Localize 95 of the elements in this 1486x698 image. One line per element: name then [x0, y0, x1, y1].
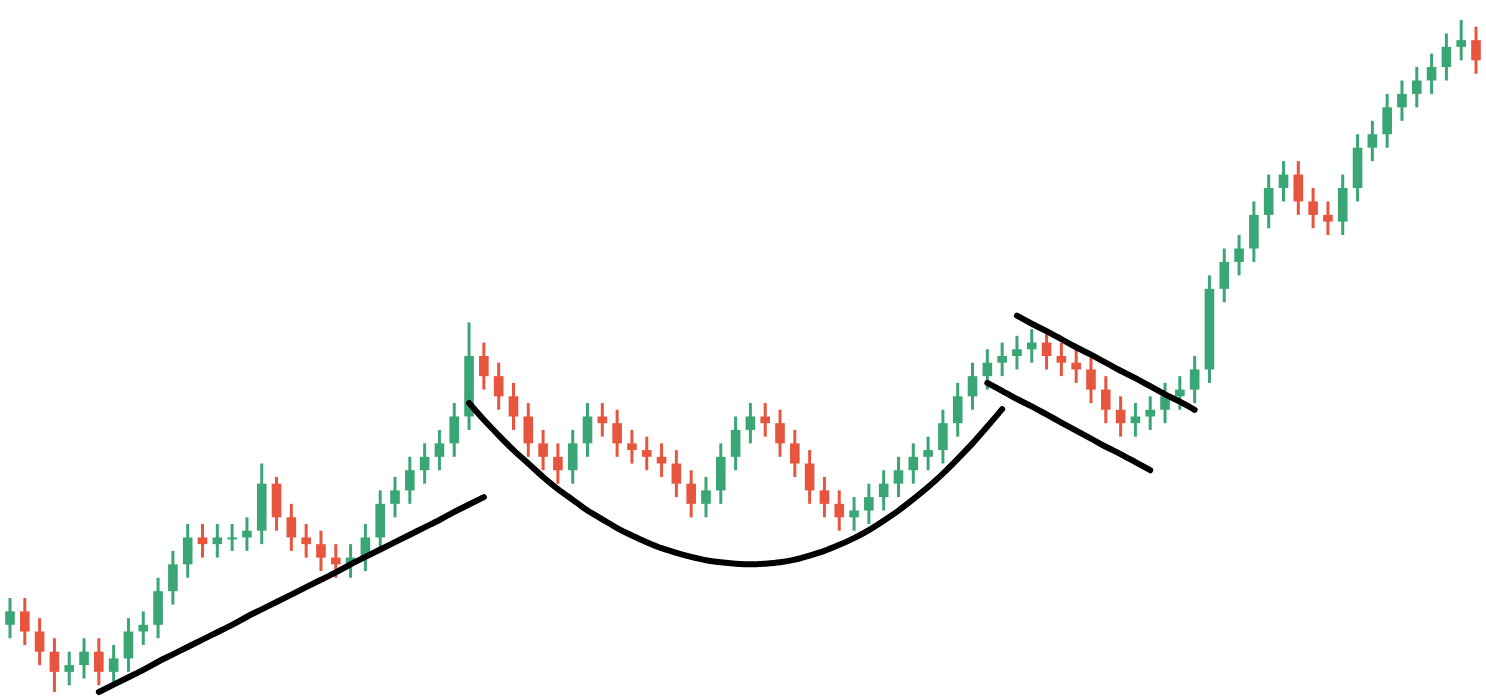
- candlestick: [538, 428, 548, 472]
- candlestick: [1471, 25, 1481, 76]
- candlestick: [656, 441, 667, 479]
- candlestick: [730, 414, 741, 472]
- candlestick: [1278, 159, 1289, 203]
- candlestick: [390, 475, 400, 519]
- candlestick: [1397, 78, 1407, 123]
- candlestick: [1352, 132, 1363, 203]
- candlestick: [375, 488, 386, 553]
- candlestick: [1056, 341, 1067, 378]
- candlestick: [256, 462, 267, 546]
- candlestick: [1411, 65, 1422, 109]
- candlestick: [212, 522, 223, 560]
- candlestick: [49, 636, 60, 694]
- candlestick: [1426, 52, 1437, 96]
- candlestick: [1115, 394, 1126, 439]
- candlestick: [1441, 31, 1452, 82]
- candlestick: [671, 448, 682, 499]
- candlestick: [1234, 233, 1244, 277]
- candlestick: [64, 650, 75, 687]
- candlestick: [1308, 186, 1318, 230]
- candlestick: [627, 428, 637, 466]
- candlestick: [1100, 374, 1111, 425]
- candlestick: [1026, 327, 1037, 365]
- candlestick: [19, 596, 30, 647]
- candlestick: [775, 408, 785, 459]
- candlestick: [1012, 334, 1022, 371]
- candlestick: [108, 643, 119, 687]
- candlestick: [952, 381, 963, 439]
- candlestick: [553, 441, 563, 486]
- candlestick: [449, 401, 460, 459]
- candlestick: [908, 441, 919, 486]
- candlestick: [567, 428, 578, 486]
- candlestick: [242, 515, 252, 553]
- candlestick: [923, 435, 933, 472]
- candlestick: [1160, 381, 1170, 425]
- candlestick: [982, 347, 993, 392]
- candlestick: [1071, 347, 1081, 385]
- candlestick: [493, 361, 504, 412]
- candlestick: [715, 441, 726, 506]
- candlestick: [967, 361, 978, 412]
- candlestick: [834, 488, 845, 533]
- candlestick: [760, 401, 771, 439]
- candlestick: [997, 341, 1007, 378]
- candlestick: [1189, 354, 1200, 405]
- candlestick: [434, 428, 445, 472]
- candlestick: [804, 448, 815, 506]
- candlestick: [1323, 199, 1333, 237]
- candlestick: [1367, 119, 1378, 163]
- candlestick: [79, 636, 89, 681]
- candlestick: [612, 408, 622, 459]
- candlestick: [419, 441, 430, 486]
- candlestick: [819, 475, 830, 519]
- candlestick: [641, 435, 652, 472]
- candlestick: [1456, 18, 1467, 62]
- candlestick: [227, 522, 237, 553]
- candlestick: [479, 341, 489, 392]
- candlestick: [316, 529, 326, 573]
- candlestick: [849, 495, 859, 533]
- candlestick: [1145, 394, 1156, 432]
- candlestick: [878, 468, 889, 513]
- candlestick: [1130, 401, 1141, 439]
- candlestick: [597, 401, 608, 439]
- candlestick: [405, 455, 415, 506]
- candlestick: [1249, 199, 1259, 264]
- candlestick: [301, 522, 311, 560]
- candlestick: [271, 475, 282, 533]
- candlestick: [197, 522, 208, 560]
- candlestick: [1175, 374, 1185, 412]
- candlestick: [1337, 173, 1348, 237]
- candlestick: [1086, 354, 1096, 405]
- candlestick: [864, 482, 874, 526]
- candlestick: [1293, 159, 1304, 217]
- candlestick: [523, 401, 534, 459]
- candlestick: [508, 381, 519, 432]
- candlestick: [938, 408, 948, 466]
- candlestick: [893, 455, 904, 499]
- candlestick: [34, 616, 45, 667]
- candlestick: [701, 475, 711, 519]
- candlestick: [1219, 246, 1230, 304]
- candlestick: [582, 401, 593, 459]
- candlestick: [1263, 173, 1274, 230]
- candlestick: [745, 401, 756, 445]
- candlestick: [94, 636, 104, 687]
- candlestick: [182, 522, 193, 580]
- candlestick: [123, 616, 134, 674]
- candlestick: [1382, 92, 1392, 150]
- candlestick: [286, 502, 297, 553]
- candlestick: [330, 542, 341, 580]
- candlestick: [153, 576, 163, 640]
- candlestick: [686, 468, 696, 519]
- candlestick: [168, 549, 178, 607]
- candlestick: [5, 596, 15, 640]
- candlestick: [138, 609, 149, 647]
- candlestick: [790, 428, 800, 479]
